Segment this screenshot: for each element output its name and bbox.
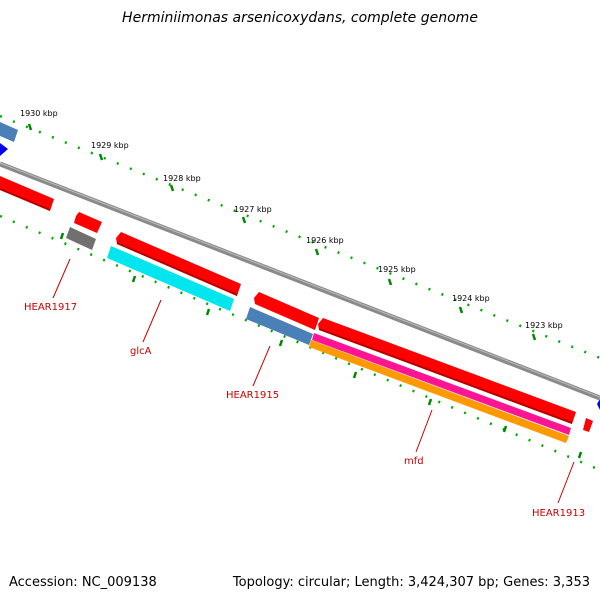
gene-red-3 bbox=[254, 292, 319, 330]
gene-red-long bbox=[318, 318, 576, 424]
tick-label-1923: 1923 kbp bbox=[525, 321, 563, 330]
gene-label-glcA: glcA bbox=[130, 346, 152, 357]
inner-major-ticks bbox=[59, 232, 583, 459]
gene-gray bbox=[66, 227, 96, 250]
gene-glcA bbox=[107, 246, 234, 311]
tick-label-1927: 1927 kbp bbox=[234, 205, 272, 214]
gene-partial-darkblue bbox=[0, 143, 8, 156]
tick-label-1930: 1930 kbp bbox=[20, 109, 58, 118]
gene-label-HEAR1913: HEAR1913 bbox=[532, 508, 585, 519]
map-title: Herminiimonas arsenicoxydans, complete g… bbox=[122, 10, 478, 26]
gene-HEAR1915 bbox=[246, 307, 313, 345]
genome-stats-text: Topology: circular; Length: 3,424,307 bp… bbox=[232, 575, 590, 590]
gene-magenta-track bbox=[312, 333, 571, 435]
outer-tick-track bbox=[0, 114, 600, 360]
gene-label-HEAR1915: HEAR1915 bbox=[226, 390, 279, 401]
tick-label-1925: 1925 kbp bbox=[378, 265, 416, 274]
tick-label-1924: 1924 kbp bbox=[452, 294, 490, 303]
gene-partial-blue bbox=[0, 122, 18, 142]
accession-text: Accession: NC_009138 bbox=[9, 575, 157, 590]
gene-mfd bbox=[309, 340, 569, 443]
gene-HEAR1913 bbox=[583, 418, 593, 432]
genome-backbone bbox=[0, 161, 600, 401]
outer-major-ticks bbox=[27, 123, 537, 341]
gene-right-blue bbox=[597, 399, 600, 410]
gene-red-2 bbox=[116, 232, 241, 296]
tick-label-1926: 1926 kbp bbox=[306, 236, 344, 245]
inner-tick-track bbox=[0, 214, 600, 472]
gene-red-left bbox=[0, 176, 54, 211]
gene-label-mfd: mfd bbox=[404, 456, 424, 467]
gene-label-HEAR1917: HEAR1917 bbox=[24, 302, 77, 313]
tick-label-1929: 1929 kbp bbox=[91, 141, 129, 150]
label-leaders bbox=[52, 258, 575, 504]
gene-small-red bbox=[74, 212, 102, 233]
tick-label-1928: 1928 kbp bbox=[163, 174, 201, 183]
